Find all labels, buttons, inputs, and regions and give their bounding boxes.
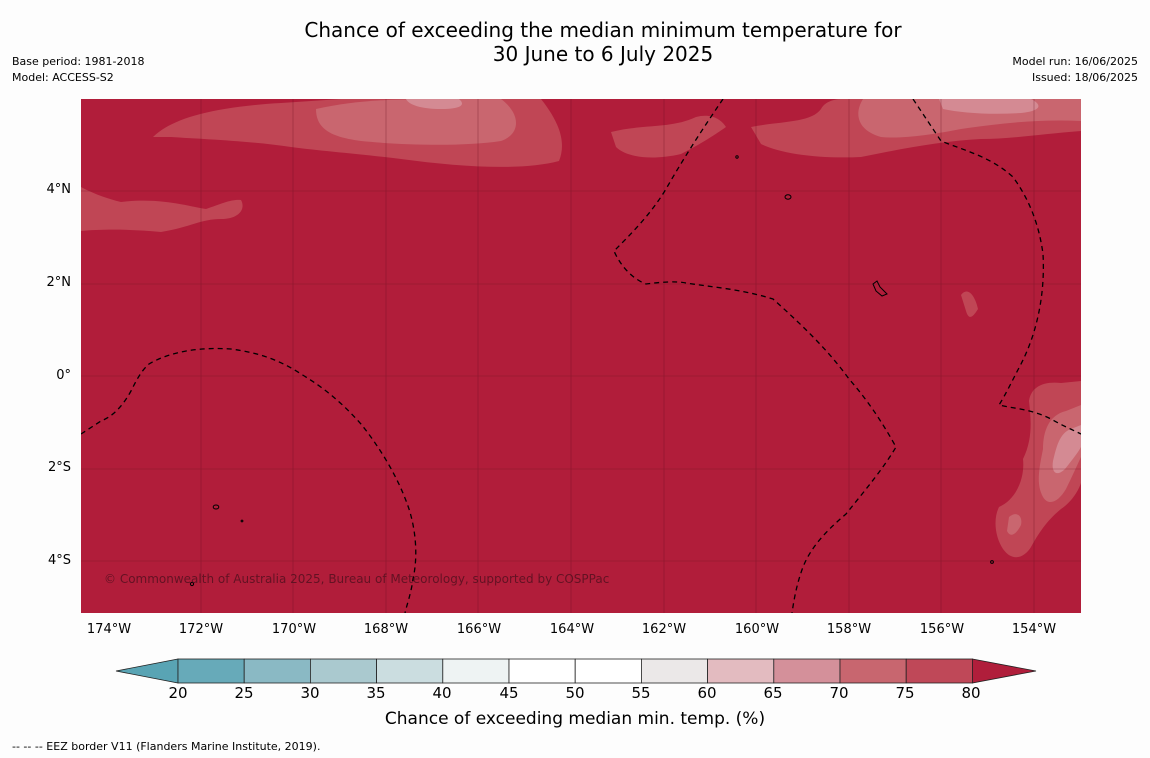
map-area — [81, 99, 1081, 613]
eez-footnote: -- -- -- EEZ border V11 (Flanders Marine… — [12, 740, 320, 753]
colorbar-box — [774, 659, 840, 683]
map-canvas — [81, 99, 1081, 613]
base-period-text: Base period: 1981-2018 — [12, 54, 144, 70]
model-run-text: Model run: 16/06/2025 — [1012, 54, 1138, 70]
colorbar-box — [178, 659, 244, 683]
lon-label-172w: 172°W — [161, 622, 241, 637]
colorbar-label: Chance of exceeding median min. temp. (%… — [0, 709, 1150, 729]
colorbar-box — [443, 659, 509, 683]
lat-label-2s: 2°S — [11, 460, 71, 475]
lon-label-162w: 162°W — [624, 622, 704, 637]
colorbar-tick: 60 — [687, 684, 727, 702]
colorbar-tick: 65 — [753, 684, 793, 702]
colorbar-box — [906, 659, 972, 683]
colorbar-tick: 45 — [489, 684, 529, 702]
colorbar-box — [509, 659, 575, 683]
lon-label-158w: 158°W — [809, 622, 889, 637]
colorbar-box — [244, 659, 310, 683]
title-line-1: Chance of exceeding the median minimum t… — [0, 18, 1150, 42]
meta-right: Model run: 16/06/2025 Issued: 18/06/2025 — [1012, 54, 1138, 86]
colorbar-extend-high — [972, 659, 1036, 683]
colorbar-svg — [114, 657, 1038, 687]
colorbar-extend-low — [116, 659, 178, 683]
meta-left: Base period: 1981-2018 Model: ACCESS-S2 — [12, 54, 144, 86]
colorbar-tick: 35 — [356, 684, 396, 702]
colorbar-box — [840, 659, 906, 683]
colorbar-box — [310, 659, 376, 683]
colorbar-tick: 25 — [224, 684, 264, 702]
lon-label-166w: 166°W — [439, 622, 519, 637]
colorbar-box — [575, 659, 641, 683]
colorbar-tick: 30 — [290, 684, 330, 702]
map-title: Chance of exceeding the median minimum t… — [0, 18, 1150, 66]
lat-label-4n: 4°N — [11, 182, 71, 197]
colorbar-tick: 75 — [885, 684, 925, 702]
colorbar-tick: 55 — [621, 684, 661, 702]
colorbar — [114, 657, 1038, 687]
colorbar-tick: 80 — [951, 684, 991, 702]
lat-label-2n: 2°N — [11, 275, 71, 290]
map-background — [81, 99, 1081, 613]
lon-label-170w: 170°W — [254, 622, 334, 637]
lon-label-160w: 160°W — [717, 622, 797, 637]
colorbar-tick: 40 — [422, 684, 462, 702]
colorbar-box — [641, 659, 707, 683]
lon-label-156w: 156°W — [902, 622, 982, 637]
lon-label-154w: 154°W — [994, 622, 1074, 637]
colorbar-box — [377, 659, 443, 683]
title-line-2: 30 June to 6 July 2025 — [0, 42, 1150, 66]
lat-label-4s: 4°S — [11, 553, 71, 568]
colorbar-tick: 70 — [819, 684, 859, 702]
model-text: Model: ACCESS-S2 — [12, 70, 144, 86]
lon-label-174w: 174°W — [69, 622, 149, 637]
colorbar-tick: 50 — [555, 684, 595, 702]
colorbar-tick: 20 — [158, 684, 198, 702]
lon-label-168w: 168°W — [346, 622, 426, 637]
lat-label-0: 0° — [11, 368, 71, 383]
copyright-text: © Commonwealth of Australia 2025, Bureau… — [104, 572, 609, 586]
issued-text: Issued: 18/06/2025 — [1012, 70, 1138, 86]
lon-label-164w: 164°W — [532, 622, 612, 637]
colorbar-box — [708, 659, 774, 683]
